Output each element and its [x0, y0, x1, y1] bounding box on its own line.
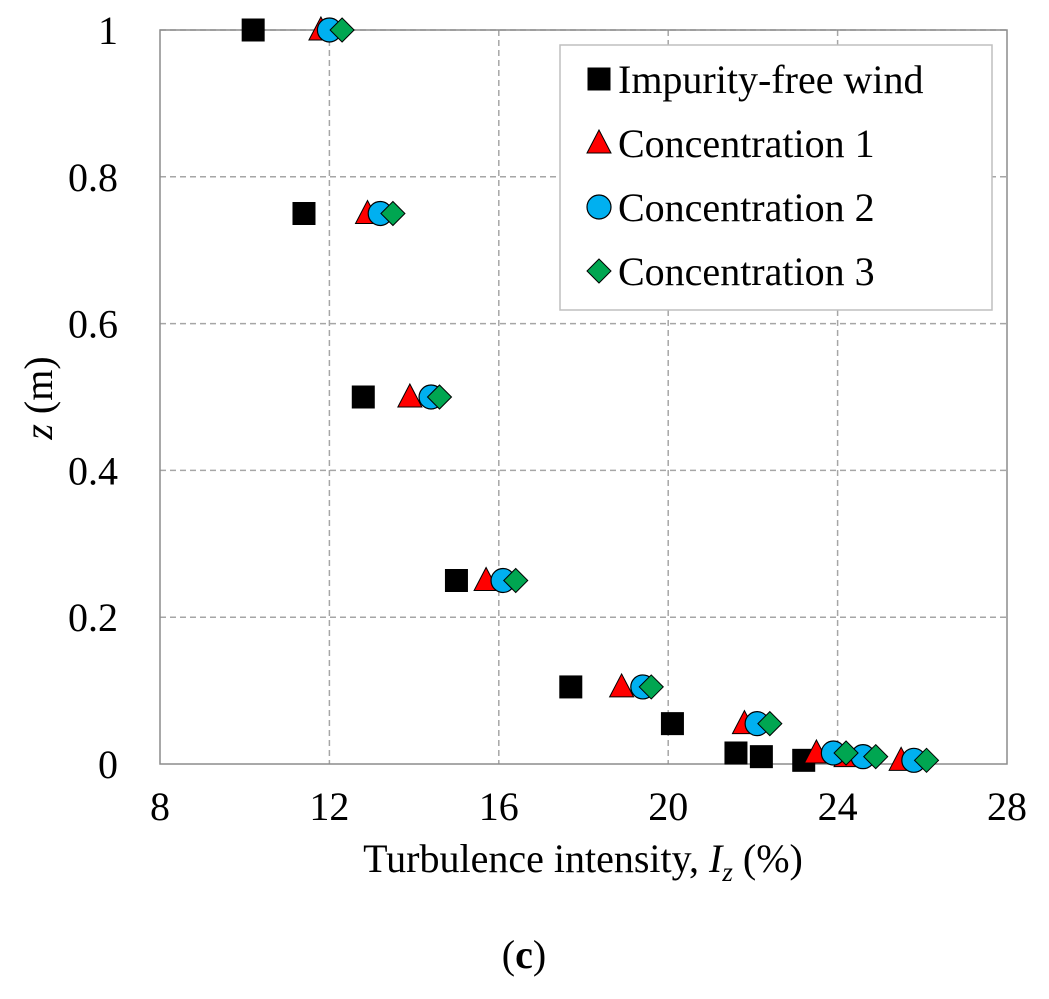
- plot-frame: [159, 29, 1008, 765]
- y-tick-label: 0.2: [68, 595, 118, 640]
- data-point-square: [292, 202, 316, 225]
- x-axis-title-suffix: (%): [733, 836, 803, 881]
- legend-marker-triangle: [586, 128, 612, 154]
- x-tick-label: 24: [818, 784, 858, 829]
- x-tick-label: 8: [150, 784, 170, 829]
- data-point-square: [749, 745, 773, 769]
- data-point-diamond: [329, 17, 355, 43]
- data-point-square: [660, 712, 684, 736]
- data-point-diamond: [757, 710, 783, 737]
- legend-label: Concentration 1: [618, 121, 875, 166]
- data-point-diamond: [426, 384, 453, 410]
- data-point-diamond: [833, 740, 859, 766]
- series-4: [329, 17, 940, 774]
- data-markers: [241, 15, 940, 774]
- data-point-square: [724, 741, 748, 765]
- x-tick-label: 12: [309, 784, 349, 829]
- data-point-triangle: [608, 672, 635, 698]
- y-axis-title-symbol: z: [16, 424, 61, 441]
- y-axis-title: z (m): [16, 356, 61, 440]
- legend: Impurity-free wind Concentration 1 Concent…: [559, 44, 993, 311]
- legend-label: Concentration 2: [618, 185, 875, 230]
- data-point-diamond: [638, 674, 664, 700]
- legend-entry-2: Concentration 1: [586, 121, 875, 166]
- legend-entries: Impurity-free wind Concentration 1 Concent…: [586, 57, 923, 294]
- x-axis-title-prefix: Turbulence intensity,: [363, 836, 709, 881]
- data-point-triangle: [397, 382, 423, 408]
- caption-letter: c: [515, 932, 533, 977]
- x-axis-title-subscript: z: [721, 857, 733, 887]
- legend-marker-square: [587, 67, 611, 91]
- legend-marker-diamond: [586, 258, 612, 284]
- caption-close: ): [533, 932, 546, 977]
- data-point-square: [351, 385, 375, 409]
- x-tick-labels: 8 12 16 20 24 28: [150, 784, 1027, 829]
- legend-entry-1: Impurity-free wind: [587, 57, 923, 102]
- x-axis-title: Turbulence intensity, Iz (%): [363, 836, 803, 887]
- caption-open: (: [502, 932, 515, 977]
- y-tick-label: 0: [98, 742, 118, 787]
- data-point-square: [559, 675, 583, 699]
- y-tick-labels: 0 0.2 0.4 0.6 0.8 1: [68, 8, 118, 787]
- legend-label: Concentration 3: [618, 249, 875, 294]
- data-point-square: [241, 18, 265, 42]
- x-axis-title-symbol: I: [708, 836, 724, 881]
- y-tick-label: 0.4: [68, 448, 118, 493]
- data-point-diamond: [863, 743, 889, 770]
- data-point-diamond: [913, 747, 940, 774]
- y-tick-label: 0.6: [68, 302, 118, 347]
- y-tick-label: 0.8: [68, 155, 118, 200]
- legend-label: Impurity-free wind: [618, 57, 923, 102]
- x-tick-label: 16: [479, 784, 519, 829]
- data-point-square: [444, 569, 468, 592]
- data-point-diamond: [503, 567, 529, 594]
- legend-entry-3: Concentration 2: [586, 185, 875, 230]
- series-1: [241, 18, 816, 772]
- legend-entry-4: Concentration 3: [586, 249, 875, 294]
- y-tick-label: 1: [98, 8, 118, 53]
- x-tick-label: 28: [987, 784, 1027, 829]
- y-axis-title-unit: (m): [16, 356, 61, 424]
- data-point-diamond: [380, 200, 406, 227]
- legend-marker-circle: [586, 194, 612, 220]
- figure-caption: (c): [502, 932, 546, 977]
- legend-box: [559, 44, 993, 311]
- x-tick-label: 20: [648, 784, 688, 829]
